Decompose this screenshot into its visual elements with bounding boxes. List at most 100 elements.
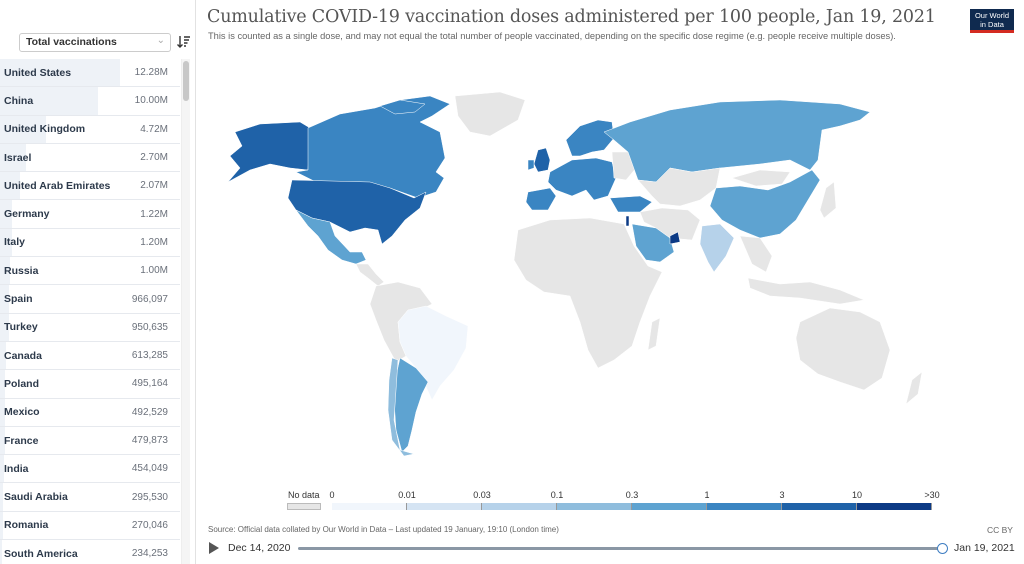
owid-logo[interactable]: Our World in Data — [970, 9, 1014, 33]
map-region-africa[interactable] — [513, 217, 663, 369]
legend-tick-label: 3 — [779, 490, 785, 500]
list-item[interactable]: Romania 270,046 — [0, 511, 180, 541]
metric-select-value: Total vaccinations — [26, 36, 117, 48]
country-value: 4.72M — [140, 123, 168, 135]
timeline-handle[interactable] — [937, 543, 948, 554]
map-region-india[interactable] — [699, 223, 735, 273]
map-region-chile[interactable] — [387, 357, 415, 457]
map-region-japan[interactable] — [819, 181, 837, 219]
country-name: China — [4, 94, 34, 107]
map-region-saudi-arabia[interactable] — [631, 223, 675, 263]
list-item[interactable]: Saudi Arabia 295,530 — [0, 483, 180, 512]
map-region-uae[interactable] — [669, 231, 681, 245]
list-item[interactable]: Poland 495,164 — [0, 370, 180, 399]
legend-tick-label: 0.1 — [550, 490, 564, 500]
country-name: Russia — [4, 264, 39, 277]
value-bar — [0, 370, 5, 398]
map-region-southeast-asia[interactable] — [739, 235, 773, 273]
license-link[interactable]: CC BY — [987, 525, 1013, 535]
map-region-canada[interactable] — [379, 99, 426, 115]
country-value: 1.20M — [140, 236, 168, 248]
map-region-iberia[interactable] — [525, 187, 557, 211]
map-region-ireland[interactable] — [527, 159, 535, 171]
value-bar — [0, 540, 3, 564]
value-bar — [0, 483, 3, 511]
value-bar — [0, 143, 27, 172]
map-region-central-america[interactable] — [355, 263, 385, 287]
country-name: Italy — [4, 236, 26, 249]
list-item[interactable]: Italy 1.20M — [0, 228, 180, 258]
map-region-china[interactable] — [709, 169, 821, 239]
legend-tick-label: 1 — [704, 490, 710, 500]
list-item[interactable]: France 479,873 — [0, 426, 180, 456]
legend-tick-label: >30 — [924, 490, 940, 500]
country-value: 492,529 — [131, 406, 168, 418]
list-item[interactable]: Israel 2.70M — [0, 143, 180, 173]
map-region-madagascar[interactable] — [647, 317, 661, 351]
metric-select[interactable]: Total vaccinations ⌄ — [19, 33, 171, 52]
legend-bin — [332, 503, 407, 510]
legend-bin — [782, 503, 857, 510]
country-value: 2.07M — [140, 180, 168, 192]
list-item[interactable]: United Arab Emirates 2.07M — [0, 172, 180, 201]
country-list: United States 12.28M China 10.00M United Kin… — [0, 59, 180, 564]
legend-bin — [857, 503, 932, 510]
country-name: South America — [4, 547, 78, 560]
sort-descending-icon[interactable] — [177, 34, 191, 50]
map-region-middle-east[interactable] — [639, 207, 701, 241]
list-item[interactable]: Canada 613,285 — [0, 341, 180, 371]
map-region-alaska[interactable] — [227, 121, 311, 183]
map-region-russia[interactable] — [603, 99, 871, 183]
legend-tick-label: 0 — [329, 490, 335, 500]
country-name: United States — [4, 66, 72, 79]
list-item[interactable]: Russia 1.00M — [0, 257, 180, 286]
map-region-greenland[interactable] — [454, 91, 526, 137]
timeline-end-date: Jan 19, 2021 — [954, 542, 1015, 554]
chart-subtitle: This is counted as a single dose, and ma… — [208, 31, 896, 41]
list-item[interactable]: South America 234,253 — [0, 540, 180, 564]
map-region-scandinavia[interactable] — [565, 119, 615, 157]
map-region-turkey[interactable] — [609, 195, 653, 213]
list-item[interactable]: Turkey 950,635 — [0, 313, 180, 342]
sidebar-controls: Total vaccinations ⌄ — [0, 0, 196, 60]
list-item[interactable]: Mexico 492,529 — [0, 398, 180, 427]
list-item[interactable]: China 10.00M — [0, 87, 180, 116]
list-item[interactable]: Germany 1.22M — [0, 200, 180, 229]
legend-tick-label: 10 — [851, 490, 863, 500]
country-name: United Kingdom — [4, 123, 86, 136]
scrollbar-thumb[interactable] — [183, 61, 189, 101]
timeline-start-date: Dec 14, 2020 — [228, 542, 291, 554]
list-item[interactable]: United States 12.28M — [0, 59, 180, 88]
list-item[interactable]: India 454,049 — [0, 455, 180, 484]
map-region-brazil[interactable] — [397, 305, 469, 401]
map-region-eastern-europe[interactable] — [611, 151, 637, 181]
chevron-down-icon: ⌄ — [156, 35, 165, 46]
list-scrollbar[interactable] — [181, 59, 190, 564]
map-region-mexico[interactable] — [295, 209, 367, 265]
list-item[interactable]: United Kingdom 4.72M — [0, 115, 180, 144]
map-region-indonesia[interactable] — [747, 277, 865, 305]
value-bar — [0, 228, 12, 257]
value-bar — [0, 341, 6, 370]
timeline-slider[interactable] — [298, 547, 943, 550]
country-value: 2.70M — [140, 152, 168, 164]
value-bar — [0, 285, 10, 313]
map-region-western-europe[interactable] — [547, 157, 617, 201]
world-map[interactable] — [200, 60, 1024, 480]
map-region-new-zealand[interactable] — [905, 371, 923, 405]
value-bar — [0, 115, 47, 143]
map-region-israel[interactable] — [625, 215, 630, 227]
map-region-australia[interactable] — [795, 307, 891, 391]
country-name: Spain — [4, 293, 33, 306]
chart-title: Cumulative COVID-19 vaccination doses ad… — [207, 7, 936, 27]
legend-tick-label: 0.3 — [625, 490, 639, 500]
list-item[interactable]: Spain 966,097 — [0, 285, 180, 314]
legend-tick-label: 0.01 — [398, 490, 416, 500]
map-region-mongolia[interactable] — [731, 169, 791, 187]
country-name: Israel — [4, 151, 32, 164]
map-region-united-kingdom[interactable] — [533, 147, 551, 173]
country-value: 10.00M — [134, 95, 168, 107]
play-icon[interactable] — [209, 542, 219, 554]
country-value: 12.28M — [134, 67, 168, 79]
